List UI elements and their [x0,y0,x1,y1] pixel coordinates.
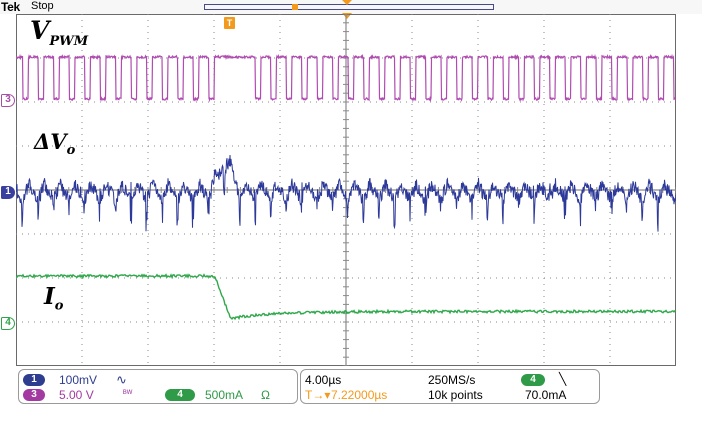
sample-rate: 250MS/s [428,373,476,387]
ch4-badge[interactable]: 4 [165,389,195,401]
ch4-scale[interactable]: 500mA [205,388,244,402]
ch1-badge[interactable]: 1 [23,374,45,386]
ch3-scale[interactable]: 5.00 V [59,388,94,402]
trigger-point-marker[interactable]: T [224,17,235,29]
delta-vo-label: ΔVo [34,129,76,159]
ch1-scale[interactable]: 100mV [59,373,98,387]
timebase-trigger-panel: 4.00µs 250MS/s 4 ╲ T→▾ 7.22000µs 10k poi… [300,369,600,404]
trigger-position[interactable]: 7.22000µs [331,388,388,402]
waveform-graticule [16,14,676,366]
vpwm-label: VPWM [30,16,89,49]
ch3-waveform-vpwm [16,53,676,103]
status-header: Tek Stop [0,0,702,19]
graticule-grid [16,14,676,366]
ch3-ground-marker[interactable]: 3 [1,94,15,107]
record-length: 10k points [428,388,483,402]
run-state: Stop [31,0,54,12]
trigger-level[interactable]: 70.0mA [525,388,567,402]
ch4-waveform-io [16,273,676,321]
brand-logo: Tek [1,0,20,14]
readout-area: 1 100mV ∿ 3 5.00 V ᴮᵂ 4 500mA Ω 4.00µs 2… [0,366,702,421]
ohm-icon: Ω [261,388,270,402]
trigger-source-badge[interactable]: 4 [521,374,545,386]
trigger-position-prefix-icon: T→▾ [305,388,331,402]
ch1-ground-marker[interactable]: 1 [1,186,15,199]
io-label: Io [44,283,64,314]
horizontal-scale[interactable]: 4.00µs [305,373,342,387]
record-view-position[interactable] [292,4,298,10]
ch1-waveform-delta-vo [16,154,676,232]
ch4-ground-marker[interactable]: 4 [1,317,15,330]
trigger-slope-icon: ╲ [559,372,567,386]
trigger-marker-top-icon [342,0,352,5]
trigger-position-icon[interactable] [342,13,352,19]
ac-coupling-icon: ∿ [116,372,127,387]
ch3-badge[interactable]: 3 [23,389,45,401]
bw-limit-icon: ᴮᵂ [123,388,133,398]
channel-readout-panel: 1 100mV ∿ 3 5.00 V ᴮᵂ 4 500mA Ω [18,369,298,404]
